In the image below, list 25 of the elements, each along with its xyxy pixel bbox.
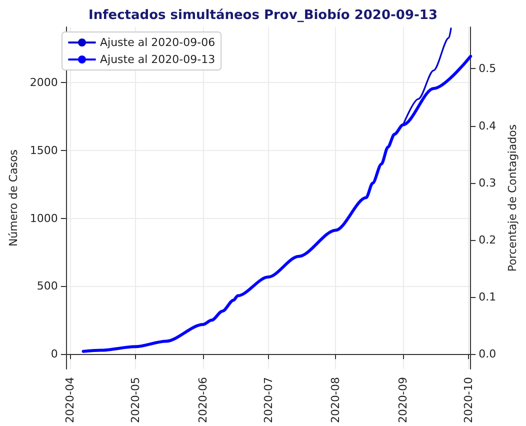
legend-label: Ajuste al 2020-09-06 — [100, 36, 216, 49]
chart-title: Infectados simultáneos Prov_Biobío 2020-09-13 — [88, 8, 438, 23]
x-tick-label: 2020-07 — [262, 377, 275, 424]
y-tick-label: 2000 — [30, 76, 58, 90]
line-series — [82, 54, 472, 353]
x-tick-label: 2020-04 — [64, 377, 77, 424]
y2-axis-title: Porcentaje de Contagiados — [506, 124, 519, 272]
legend-label: Ajuste al 2020-09-13 — [100, 53, 216, 66]
y2-tick-label: 0.5 — [478, 62, 496, 76]
y-tick-label: 0 — [50, 348, 58, 361]
y-tick-label: 1000 — [30, 212, 58, 225]
y2-tick-label: 0.1 — [478, 290, 496, 304]
x-tick-label: 2020-05 — [129, 377, 142, 424]
y-tick-label: 500 — [36, 280, 58, 293]
y2-tick-label: 0.3 — [478, 176, 496, 190]
y-axis-title: Número de Casos — [7, 149, 20, 247]
y-tick-label: 1500 — [30, 144, 58, 158]
x-tick-label: 2020-09 — [396, 377, 410, 424]
y2-tick-label: 0.4 — [478, 119, 496, 132]
x-tick-label: 2020-06 — [196, 377, 210, 424]
x-tick-label: 2020-10 — [462, 377, 475, 424]
line-series — [402, 28, 452, 126]
x-tick-label: 2020-08 — [329, 377, 342, 424]
y2-tick-label: 0.0 — [478, 348, 496, 361]
y2-tick-label: 0.2 — [478, 233, 496, 246]
